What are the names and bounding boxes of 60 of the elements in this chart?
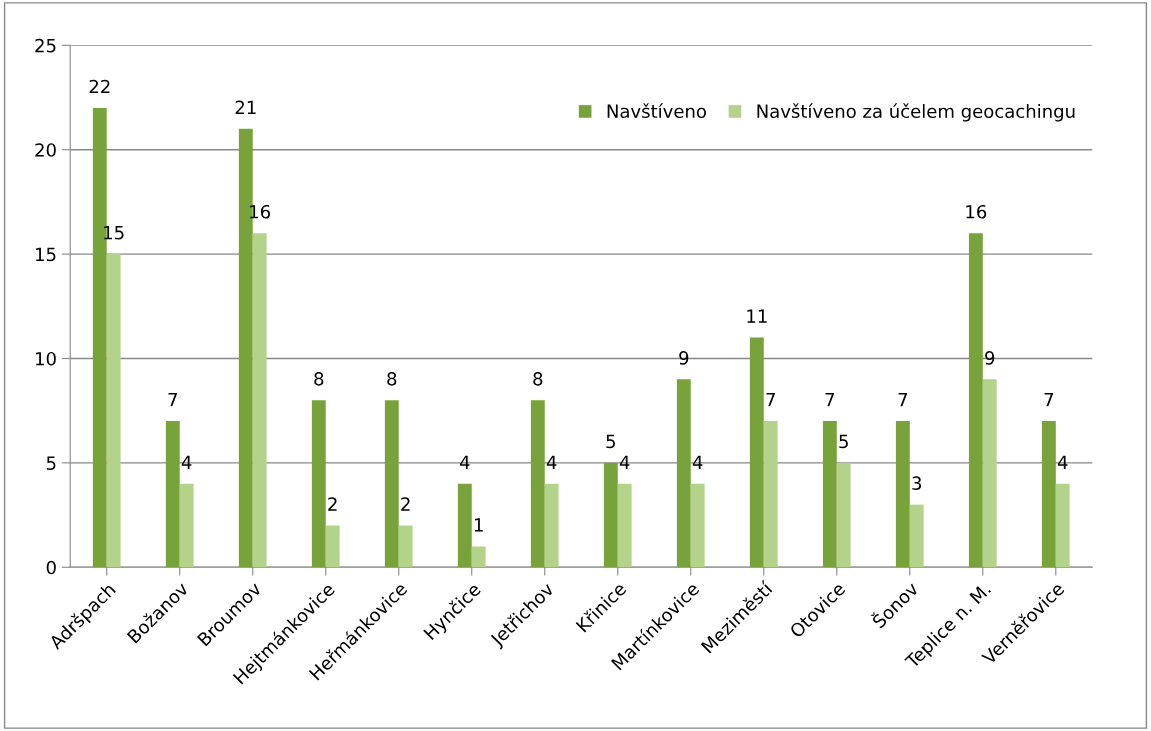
data-label: 4	[181, 455, 192, 469]
data-label: 8	[387, 371, 397, 386]
y-tick-label: 0	[46, 560, 56, 575]
data-label: 2	[328, 497, 337, 511]
data-label: 11	[747, 309, 767, 323]
data-label: 3	[912, 476, 922, 491]
bar	[603, 462, 618, 568]
bar	[398, 525, 413, 568]
bar	[617, 483, 632, 568]
data-label: 8	[533, 371, 543, 386]
legend-label: Navštíveno	[607, 103, 706, 119]
data-label: 5	[839, 434, 848, 449]
data-label: 4	[546, 455, 557, 469]
bar	[457, 483, 472, 568]
bar	[530, 400, 545, 568]
y-tick-label: 25	[35, 38, 56, 53]
legend-label: Navštíveno za účelem geocachingu	[757, 103, 1075, 122]
bar	[384, 400, 399, 568]
data-label: 4	[692, 455, 703, 469]
y-tick-label: 10	[36, 351, 56, 366]
bar	[471, 546, 486, 568]
data-label: 7	[898, 393, 908, 407]
bar	[1041, 421, 1056, 568]
data-label: 7	[1044, 393, 1054, 407]
bar	[690, 483, 705, 568]
data-label: 16	[966, 204, 987, 219]
bar	[763, 421, 778, 568]
data-label: 2	[401, 497, 410, 511]
data-label: 4	[459, 455, 470, 469]
data-label: 4	[619, 455, 630, 469]
bar	[1055, 483, 1070, 568]
bar	[676, 379, 691, 568]
bar	[106, 254, 121, 568]
data-label: 8	[314, 371, 324, 386]
data-label: 7	[825, 393, 835, 407]
data-label: 5	[606, 434, 615, 449]
bar	[968, 233, 983, 568]
bar	[311, 400, 326, 568]
bar	[165, 421, 180, 568]
bar	[179, 483, 194, 568]
data-label: 1	[474, 518, 483, 532]
data-label: 21	[235, 100, 256, 114]
data-label: 9	[679, 351, 689, 365]
data-label: 9	[985, 351, 995, 365]
bar	[909, 504, 924, 568]
y-tick-label: 5	[46, 456, 56, 470]
bar	[836, 462, 851, 568]
y-tick-label: 15	[36, 247, 56, 262]
bar	[544, 483, 559, 568]
bar	[325, 525, 340, 568]
y-tick-label: 20	[35, 143, 56, 157]
bar	[982, 379, 997, 568]
bar	[252, 233, 267, 568]
data-label: 7	[766, 393, 775, 407]
bar	[895, 421, 910, 568]
data-label: 7	[168, 393, 177, 407]
data-label: 22	[89, 79, 110, 94]
bar	[749, 337, 764, 568]
data-label: 4	[1057, 455, 1068, 469]
bar	[822, 421, 837, 568]
